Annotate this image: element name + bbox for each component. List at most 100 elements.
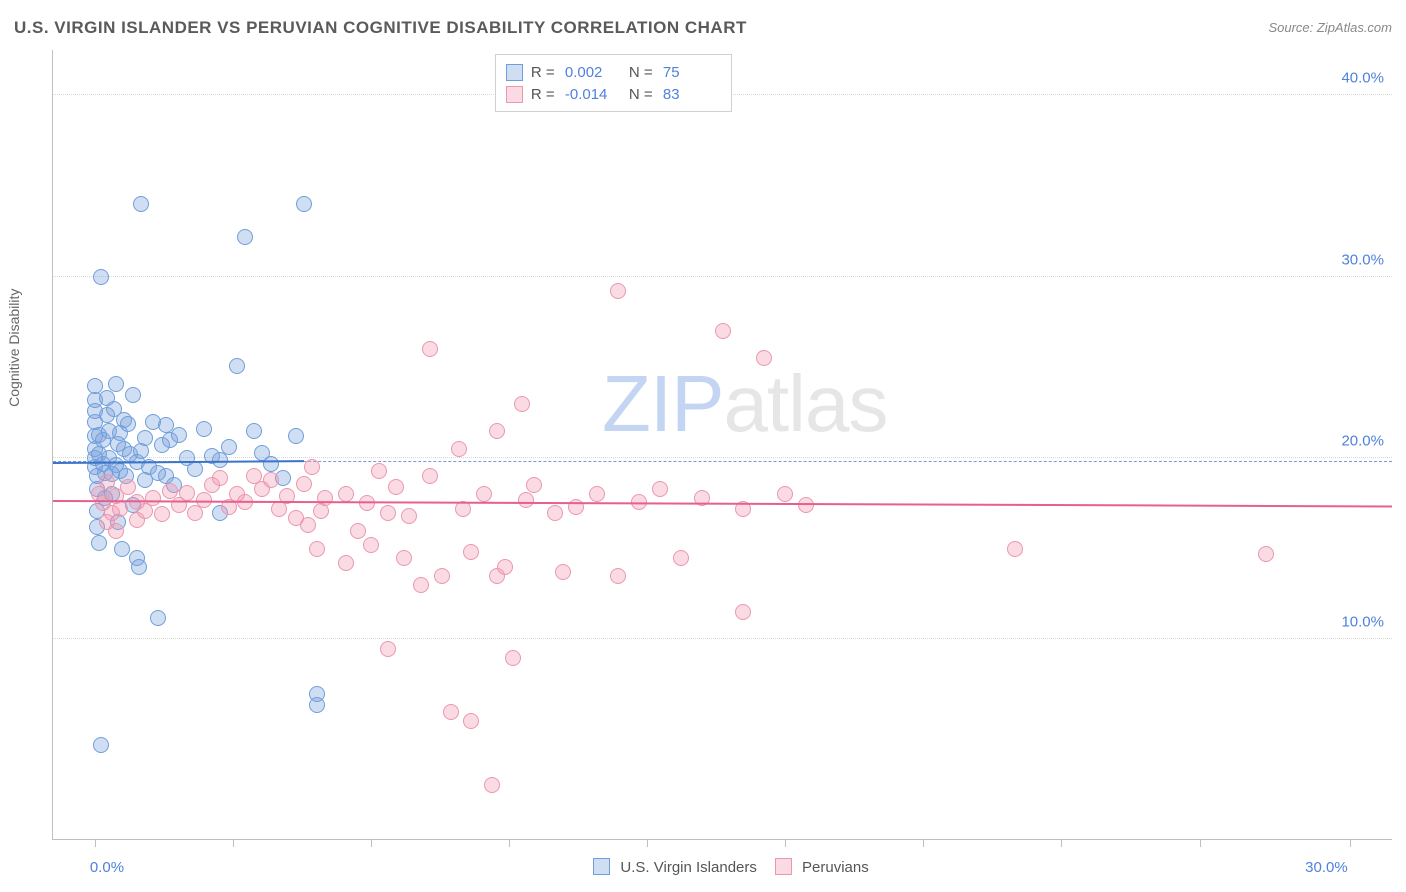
point-peru bbox=[673, 550, 689, 566]
point-usvi bbox=[87, 378, 103, 394]
x-tick bbox=[95, 839, 96, 847]
point-peru bbox=[589, 486, 605, 502]
legend-swatch bbox=[506, 86, 523, 103]
point-peru bbox=[463, 713, 479, 729]
point-peru bbox=[380, 641, 396, 657]
trend-line-peru bbox=[53, 500, 1392, 507]
point-peru bbox=[422, 341, 438, 357]
point-peru bbox=[463, 544, 479, 560]
point-peru bbox=[304, 459, 320, 475]
point-usvi bbox=[150, 610, 166, 626]
point-usvi bbox=[196, 421, 212, 437]
point-usvi bbox=[296, 196, 312, 212]
x-tick bbox=[785, 839, 786, 847]
point-peru bbox=[129, 512, 145, 528]
point-peru bbox=[514, 396, 530, 412]
watermark-atlas: atlas bbox=[723, 359, 887, 448]
point-peru bbox=[610, 283, 626, 299]
y-tick-label: 40.0% bbox=[1341, 70, 1384, 87]
chart-title: U.S. VIRGIN ISLANDER VS PERUVIAN COGNITI… bbox=[14, 18, 747, 37]
point-peru bbox=[350, 523, 366, 539]
point-peru bbox=[338, 486, 354, 502]
point-usvi bbox=[133, 196, 149, 212]
point-peru bbox=[735, 604, 751, 620]
point-peru bbox=[112, 501, 128, 517]
point-peru bbox=[396, 550, 412, 566]
point-usvi bbox=[108, 376, 124, 392]
point-peru bbox=[388, 479, 404, 495]
point-peru bbox=[526, 477, 542, 493]
x-tick bbox=[647, 839, 648, 847]
point-peru bbox=[434, 568, 450, 584]
point-peru bbox=[489, 423, 505, 439]
point-usvi bbox=[137, 430, 153, 446]
watermark: ZIPatlas bbox=[602, 358, 887, 450]
r-value: 0.002 bbox=[565, 64, 621, 81]
n-label: N = bbox=[629, 64, 655, 81]
legend-label: U.S. Virgin Islanders bbox=[616, 859, 757, 876]
point-peru bbox=[1258, 546, 1274, 562]
point-peru bbox=[108, 523, 124, 539]
point-usvi bbox=[120, 416, 136, 432]
point-peru bbox=[652, 481, 668, 497]
x-axis-min-label: 0.0% bbox=[90, 859, 124, 876]
source-name: ZipAtlas.com bbox=[1317, 20, 1392, 35]
point-usvi bbox=[125, 387, 141, 403]
point-peru bbox=[300, 517, 316, 533]
point-peru bbox=[162, 483, 178, 499]
y-tick-label: 10.0% bbox=[1341, 614, 1384, 631]
y-axis-label: Cognitive Disability bbox=[6, 289, 22, 407]
n-value: 75 bbox=[663, 64, 719, 81]
y-tick-label: 20.0% bbox=[1341, 433, 1384, 450]
point-peru bbox=[756, 350, 772, 366]
point-usvi bbox=[288, 428, 304, 444]
point-peru bbox=[798, 497, 814, 513]
point-usvi bbox=[171, 427, 187, 443]
legend-bottom: U.S. Virgin Islanders Peruvians bbox=[52, 858, 1392, 876]
point-peru bbox=[371, 463, 387, 479]
point-peru bbox=[359, 495, 375, 511]
point-peru bbox=[518, 492, 534, 508]
point-peru bbox=[1007, 541, 1023, 557]
point-peru bbox=[380, 505, 396, 521]
point-peru bbox=[715, 323, 731, 339]
point-peru bbox=[547, 505, 563, 521]
source-label: Source: ZipAtlas.com bbox=[1268, 20, 1392, 35]
gridline bbox=[53, 457, 1392, 458]
n-label: N = bbox=[629, 86, 655, 103]
point-peru bbox=[610, 568, 626, 584]
point-peru bbox=[401, 508, 417, 524]
point-usvi bbox=[187, 461, 203, 477]
y-tick-label: 30.0% bbox=[1341, 251, 1384, 268]
x-axis-max-label: 30.0% bbox=[1305, 859, 1348, 876]
x-tick bbox=[233, 839, 234, 847]
r-label: R = bbox=[531, 64, 557, 81]
point-peru bbox=[99, 474, 115, 490]
point-peru bbox=[413, 577, 429, 593]
point-usvi bbox=[93, 269, 109, 285]
gridline bbox=[53, 276, 1392, 277]
point-peru bbox=[317, 490, 333, 506]
r-label: R = bbox=[531, 86, 557, 103]
gridline bbox=[53, 638, 1392, 639]
point-usvi bbox=[237, 229, 253, 245]
point-peru bbox=[476, 486, 492, 502]
point-peru bbox=[777, 486, 793, 502]
x-tick bbox=[1350, 839, 1351, 847]
source-prefix: Source: bbox=[1268, 20, 1316, 35]
chart-area: Cognitive Disability ZIPatlas 10.0%20.0%… bbox=[14, 50, 1392, 882]
point-peru bbox=[296, 476, 312, 492]
point-usvi bbox=[93, 737, 109, 753]
r-value: -0.014 bbox=[565, 86, 621, 103]
x-tick bbox=[509, 839, 510, 847]
point-peru bbox=[451, 441, 467, 457]
point-peru bbox=[338, 555, 354, 571]
legend-swatch bbox=[506, 64, 523, 81]
plot-region: ZIPatlas 10.0% 20.0% 30.0% 40.0% R = 0.002 N =… bbox=[52, 50, 1392, 840]
x-tick bbox=[371, 839, 372, 847]
point-peru bbox=[555, 564, 571, 580]
x-tick bbox=[923, 839, 924, 847]
point-usvi bbox=[309, 697, 325, 713]
point-usvi bbox=[131, 559, 147, 575]
point-usvi bbox=[263, 456, 279, 472]
